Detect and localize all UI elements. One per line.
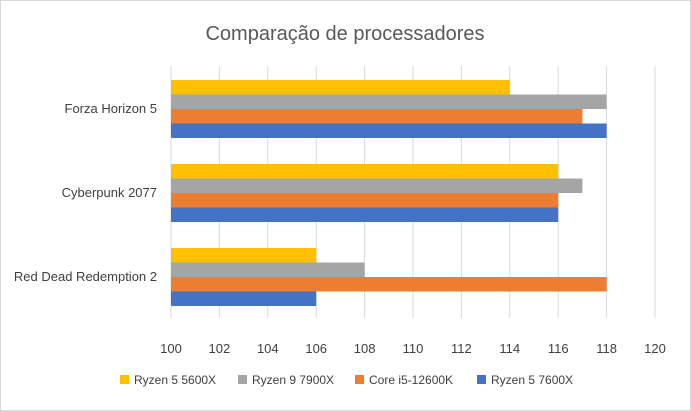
x-tick-label: 110 <box>403 341 424 356</box>
x-tick-label: 104 <box>257 341 279 356</box>
category-labels: Forza Horizon 5 Cyberpunk 2077 Red Dead Re… <box>14 101 157 284</box>
legend-label: Ryzen 9 7900X <box>252 373 334 387</box>
bar-ryzen-5-7600x-0 <box>171 123 607 138</box>
bar-core-i5-12600k-0 <box>171 109 583 124</box>
x-tick-label: 106 <box>305 341 327 356</box>
x-tick-label: 120 <box>644 341 666 356</box>
legend-swatch <box>477 375 486 384</box>
bar-ryzen-5-7600x-1 <box>171 207 559 222</box>
x-tick-label: 114 <box>499 341 520 356</box>
bar-core-i5-12600k-1 <box>171 193 559 208</box>
x-tick-label: 112 <box>451 341 472 356</box>
legend-label: Ryzen 5 7600X <box>491 373 573 387</box>
bar-ryzen-5-5600x-1 <box>171 164 559 179</box>
x-tick-label: 116 <box>548 341 569 356</box>
legend: Ryzen 5 5600X Ryzen 9 7900X Core i5-12600K… <box>120 373 573 387</box>
x-tick-label: 100 <box>160 341 182 356</box>
bars <box>171 80 607 306</box>
bar-ryzen-5-5600x-0 <box>171 80 510 95</box>
category-label: Cyberpunk 2077 <box>62 185 157 200</box>
bar-ryzen-5-7600x-2 <box>171 291 317 306</box>
category-label: Forza Horizon 5 <box>65 101 157 116</box>
x-tick-labels: 100 102 104 106 108 110 112 114 116 118 120 <box>160 341 666 356</box>
x-tick-label: 102 <box>209 341 231 356</box>
chart-title: Comparação de processadores <box>205 23 484 45</box>
legend-swatch <box>120 375 129 384</box>
legend-swatch <box>355 375 364 384</box>
x-tick-label: 118 <box>596 341 617 356</box>
category-label: Red Dead Redemption 2 <box>14 269 157 284</box>
bar-ryzen-9-7900x-0 <box>171 94 607 109</box>
bar-core-i5-12600k-2 <box>171 277 607 292</box>
bar-ryzen-9-7900x-2 <box>171 262 365 277</box>
bar-ryzen-9-7900x-1 <box>171 178 583 193</box>
legend-swatch <box>238 375 247 384</box>
legend-label: Core i5-12600K <box>369 373 453 387</box>
bar-ryzen-5-5600x-2 <box>171 248 317 263</box>
legend-label: Ryzen 5 5600X <box>134 373 216 387</box>
x-tick-label: 108 <box>354 341 376 356</box>
